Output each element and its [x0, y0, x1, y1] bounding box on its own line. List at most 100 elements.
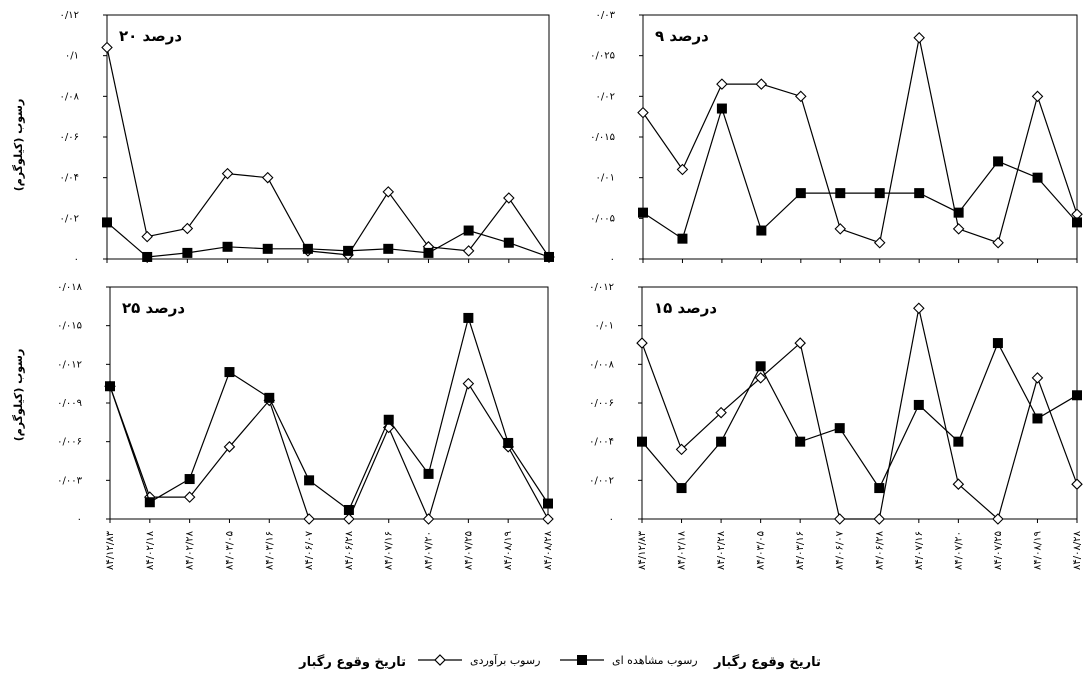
series-line-observed	[109, 315, 549, 511]
chart-panel-4: ۰ ۰/۰۰۲ ۰/۰۰۴ ۰/۰۰۶ ۰/۰۰۸ ۰/۰۱ ۰/۰۱۲ ۸۴/۱۲/۸۳ ۸۴…	[589, 282, 1083, 570]
data-point-observed	[503, 437, 514, 448]
data-point-estimated	[715, 406, 727, 419]
data-point-observed	[992, 338, 1003, 349]
data-point-observed	[795, 188, 806, 199]
y-tick-label: ۰/۰۱	[595, 321, 614, 332]
data-point-observed	[874, 188, 885, 199]
x-tick-label: ۸۴/۰۸/۱۹	[1032, 531, 1043, 570]
y-tick-label: ۰	[74, 254, 79, 265]
y-tick-label: ۰	[77, 514, 82, 525]
x-tick-label: ۸۴/۱۲/۸۳	[105, 530, 116, 570]
series-line-estimated	[641, 308, 1078, 521]
data-point-observed	[1072, 390, 1082, 401]
y-tick-label: ۰/۰۲	[596, 91, 615, 102]
data-point-estimated	[795, 90, 807, 103]
data-point-observed	[1032, 172, 1043, 183]
data-point-estimated	[794, 337, 806, 349]
y-tick-label: ۰/۰۰۳	[57, 475, 82, 486]
data-point-observed	[834, 423, 845, 434]
y-tick-label: ۰/۰۰۶	[57, 437, 82, 448]
chart-panels: ۰ ۰/۰۲ ۰/۰۴ ۰/۰۶ ۰/۰۸ ۰/۱ ۰/۱۲ ۲۰ درصد ۰ ۰/۰۰۵ ۰/۰…	[57, 10, 1083, 570]
x-axis-label-right: تاریخ وقوع رگبار	[713, 654, 821, 670]
x-tick-label: ۸۴/۰۷/۲۵	[993, 531, 1004, 570]
data-point-estimated	[636, 337, 648, 349]
y-tick-label: ۰	[609, 514, 614, 525]
x-tick-label: ۸۴/۰۷/۲۵	[463, 531, 474, 570]
data-point-estimated	[382, 186, 395, 198]
data-point-observed	[638, 207, 648, 218]
x-tick-label: ۸۴/۰۸/۲۸	[543, 530, 554, 570]
data-point-estimated	[261, 171, 274, 184]
y-tick-label: ۰/۱۲	[60, 10, 79, 21]
data-point-observed	[676, 483, 687, 494]
data-point-observed	[503, 237, 514, 248]
x-tick-label: ۸۴/۰۷/۱۶	[384, 531, 395, 570]
y-tick-label: ۰/۰۱۵	[57, 321, 82, 332]
data-point-observed	[795, 436, 806, 447]
data-point-observed	[262, 243, 273, 254]
data-point-estimated	[503, 192, 515, 204]
data-point-observed	[383, 243, 394, 254]
data-point-observed	[835, 188, 846, 199]
data-point-observed	[463, 312, 474, 323]
plot-frame	[109, 286, 549, 520]
y-axis-label-top: رسوب (کیلوگرم)	[12, 99, 25, 192]
data-point-observed	[144, 497, 155, 508]
data-point-observed	[343, 504, 354, 515]
panel-label: ۱۵ درصد	[654, 299, 717, 317]
panel-label: ۹ درصد	[655, 27, 709, 45]
series-line-observed	[642, 106, 1078, 240]
x-tick-label: ۸۴/۰۲/۱۸	[145, 530, 156, 570]
data-point-estimated	[1031, 90, 1044, 103]
x-tick-label: ۸۴/۰۷/۱۶	[914, 531, 925, 570]
data-point-observed	[102, 217, 112, 228]
data-point-observed	[224, 367, 235, 378]
data-point-estimated	[1031, 372, 1044, 384]
data-point-observed	[716, 436, 727, 447]
y-tick-label: ۰/۱	[65, 51, 79, 62]
data-point-estimated	[913, 31, 925, 44]
y-tick-label: ۰/۰۶	[60, 132, 79, 143]
x-tick-label: ۸۴/۰۷/۲۰	[953, 531, 964, 570]
data-point-observed	[1072, 217, 1082, 228]
data-point-estimated	[183, 491, 196, 503]
data-point-estimated	[221, 167, 234, 180]
data-point-estimated	[422, 513, 435, 525]
legend-marker-estimated	[434, 654, 446, 666]
x-tick-label: ۸۴/۰۲/۱۸	[677, 530, 688, 570]
legend: تاریخ وقوع رگبار رسوب برآوردی رسوب مشاهد…	[298, 653, 821, 670]
panel-label: ۲۵ درصد	[122, 299, 185, 317]
y-tick-label: ۰	[610, 254, 615, 265]
data-point-observed	[184, 474, 195, 485]
y-tick-label: ۰/۰۱	[596, 173, 615, 184]
y-tick-label: ۰/۰۰۶	[589, 398, 614, 409]
data-point-estimated	[542, 513, 554, 525]
y-tick-label: ۰/۰۰۴	[589, 437, 614, 448]
data-point-observed	[423, 468, 434, 479]
data-point-estimated	[873, 236, 886, 249]
data-point-estimated	[716, 78, 728, 90]
series-line-estimated	[642, 37, 1078, 244]
x-tick-label: ۸۴/۰۳/۱۶	[264, 531, 275, 570]
x-tick-label: ۸۴/۱۲/۸۳	[637, 530, 648, 570]
plot-frame	[641, 286, 1078, 520]
x-tick-label: ۸۴/۰۶/۲۸	[874, 530, 885, 570]
data-point-observed	[677, 233, 688, 244]
x-tick-label: ۸۴/۰۳/۰۵	[224, 531, 235, 570]
y-tick-label: ۰/۰۰۲	[589, 475, 614, 486]
data-point-estimated	[101, 41, 113, 54]
data-point-observed	[463, 225, 474, 236]
data-point-estimated	[462, 377, 475, 390]
data-point-observed	[756, 225, 767, 236]
y-tick-label: ۰/۰۰۹	[57, 398, 82, 409]
data-point-estimated	[992, 236, 1004, 249]
y-tick-label: ۰/۰۰۸	[589, 359, 614, 370]
data-point-observed	[222, 241, 233, 252]
data-point-estimated	[952, 223, 965, 235]
plot-frame	[642, 14, 1078, 260]
data-point-estimated	[1071, 478, 1083, 490]
x-tick-label: ۸۴/۰۶/۰۷	[304, 530, 315, 570]
data-point-observed	[302, 243, 313, 254]
legend-marker-observed	[577, 655, 587, 665]
data-point-estimated	[992, 513, 1004, 525]
